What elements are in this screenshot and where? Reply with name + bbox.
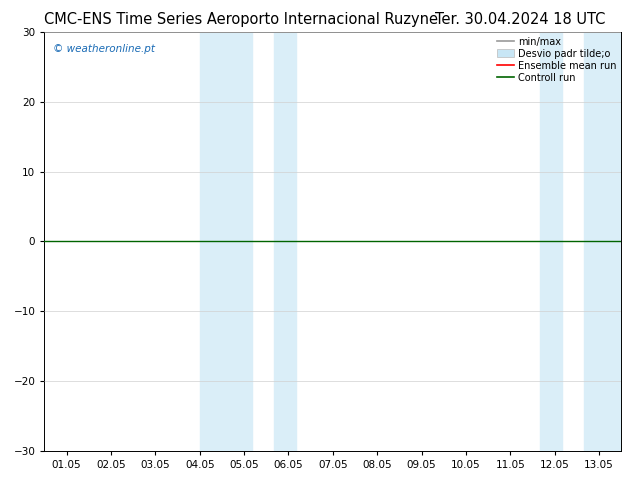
Legend: min/max, Desvio padr tilde;o, Ensemble mean run, Controll run: min/max, Desvio padr tilde;o, Ensemble m… — [495, 35, 618, 84]
Text: © weatheronline.pt: © weatheronline.pt — [53, 45, 155, 54]
Text: Ter. 30.04.2024 18 UTC: Ter. 30.04.2024 18 UTC — [435, 12, 605, 27]
Bar — [540, 32, 562, 451]
Bar — [585, 32, 621, 451]
Bar — [274, 32, 296, 451]
Text: CMC-ENS Time Series Aeroporto Internacional Ruzyne: CMC-ENS Time Series Aeroporto Internacio… — [44, 12, 438, 27]
Bar — [200, 32, 252, 451]
